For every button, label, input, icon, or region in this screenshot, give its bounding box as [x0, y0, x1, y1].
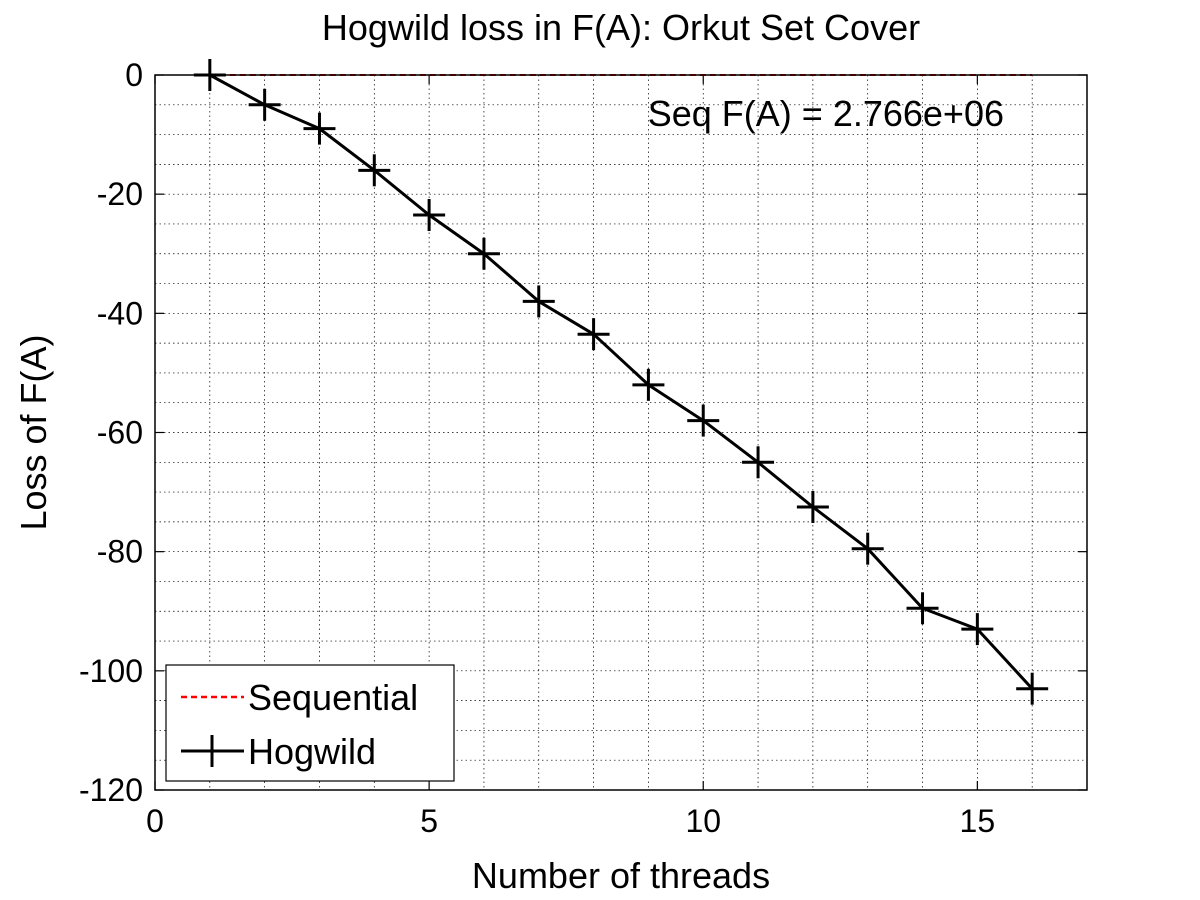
chart-title: Hogwild loss in F(A): Orkut Set Cover	[322, 7, 920, 48]
y-tick-label: -60	[97, 415, 143, 451]
data-point	[1016, 672, 1049, 705]
series-layer	[193, 59, 1049, 705]
data-point	[303, 112, 336, 145]
data-point	[522, 285, 555, 318]
data-point	[687, 404, 720, 437]
x-axis-label: Number of threads	[472, 855, 770, 896]
y-tick-label: -120	[79, 772, 143, 808]
x-tick-label: 10	[685, 803, 721, 839]
data-point	[467, 237, 500, 270]
y-tick-label: -80	[97, 534, 143, 570]
seq-value-annotation: Seq F(A) = 2.766e+06	[648, 93, 1004, 134]
data-point	[358, 154, 391, 187]
axis-ticks: 0 5 10 15 0 -20 -40 -60 -80 -100 -120	[79, 57, 1087, 839]
y-tick-label: -40	[97, 295, 143, 331]
y-axis-label: Loss of F(A)	[13, 334, 54, 530]
y-tick-label: 0	[125, 57, 143, 93]
y-tick-label: -100	[79, 653, 143, 689]
x-tick-label: 15	[960, 803, 996, 839]
data-point	[742, 446, 775, 479]
legend-item-sequential: Sequential	[181, 677, 418, 718]
data-point	[906, 592, 939, 625]
x-tick-label: 5	[420, 803, 438, 839]
data-point	[248, 88, 281, 121]
legend: Sequential Hogwild	[165, 664, 455, 782]
data-point	[632, 368, 665, 401]
legend-box	[165, 664, 455, 782]
legend-item-hogwild: Hogwild	[181, 731, 376, 772]
series-line-hogwild	[209, 73, 1034, 690]
y-tick-label: -20	[97, 176, 143, 212]
legend-label: Sequential	[248, 677, 418, 718]
data-point	[413, 199, 446, 232]
data-point	[851, 532, 884, 565]
data-point	[796, 490, 829, 523]
x-tick-label: 0	[146, 803, 164, 839]
data-point	[961, 613, 994, 646]
data-point	[577, 318, 610, 351]
legend-label: Hogwild	[248, 731, 376, 772]
